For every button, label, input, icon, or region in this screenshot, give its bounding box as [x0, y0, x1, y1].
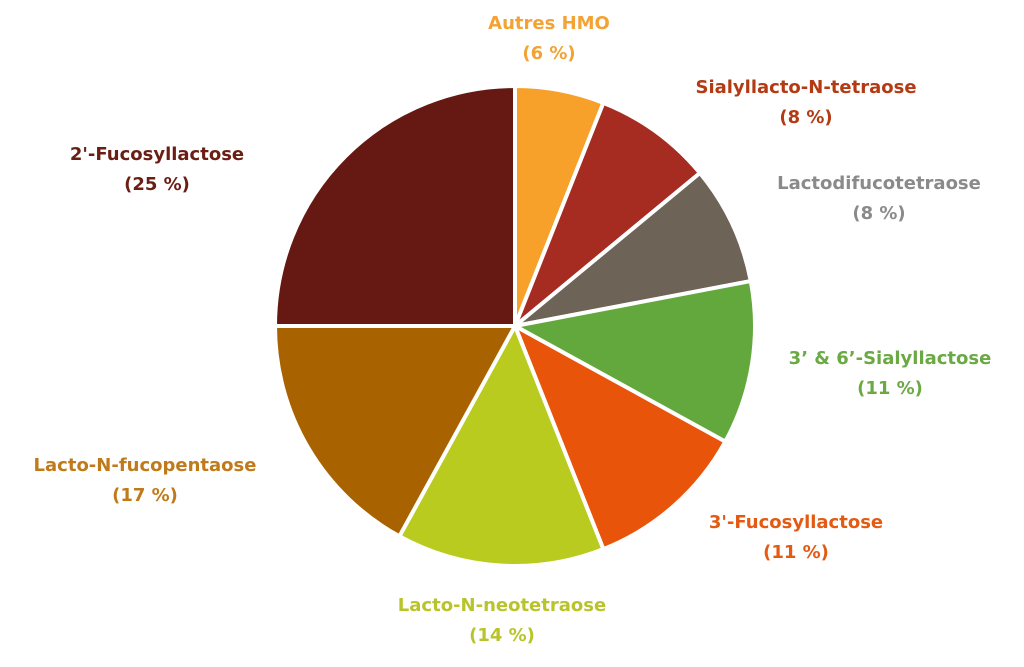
slice-value-label: (25 %)	[124, 174, 190, 195]
pie-slice-7	[273, 324, 517, 539]
slice-value-label: (14 %)	[469, 625, 535, 646]
slice-label-2: Sialyllacto-N-tetraose (8 %)	[695, 73, 916, 133]
slice-label-6: Lacto-N-neotetraose (14 %)	[398, 591, 606, 651]
slice-label-7: Lacto-N-fucopentaose (17 %)	[34, 451, 257, 511]
slice-label-5: 3'-Fucosyllactose (11 %)	[709, 508, 883, 568]
slice-name-label: Autres HMO	[488, 13, 610, 34]
slice-name-label: 3’ & 6’-Sialyllactose	[788, 348, 992, 369]
slice-name-label: Lactodifucotetraose	[777, 173, 981, 194]
slice-name-label: Lacto-N-fucopentaose	[33, 455, 257, 476]
slice-name-label: Sialyllacto-N-tetraose	[695, 77, 917, 98]
slice-label-3: Lactodifucotetraose (8 %)	[777, 169, 981, 229]
slice-value-label: (8 %)	[779, 107, 833, 128]
slice-name-label: Lacto-N-neotetraose	[397, 595, 607, 616]
pie-slice-6	[397, 324, 606, 568]
slice-name-label: 2'-Fucosyllactose	[69, 144, 245, 165]
slice-value-label: (11 %)	[763, 542, 829, 563]
slice-value-label: (11 %)	[857, 378, 923, 399]
pie-slice-8	[273, 84, 517, 328]
slice-name-label: 3'-Fucosyllactose	[708, 512, 884, 533]
slice-label-8: 2'-Fucosyllactose (25 %)	[70, 140, 244, 200]
slice-value-label: (6 %)	[522, 43, 576, 64]
slice-label-4: 3’ & 6’-Sialyllactose (11 %)	[789, 344, 992, 404]
pie-slice-3	[513, 171, 753, 328]
pie-slice-2	[513, 100, 702, 328]
pie-slice-4	[513, 279, 757, 444]
slice-label-1: Autres HMO (6 %)	[488, 9, 610, 69]
slice-value-label: (17 %)	[112, 485, 178, 506]
pie-slice-5	[513, 324, 728, 552]
slice-value-label: (8 %)	[852, 203, 906, 224]
